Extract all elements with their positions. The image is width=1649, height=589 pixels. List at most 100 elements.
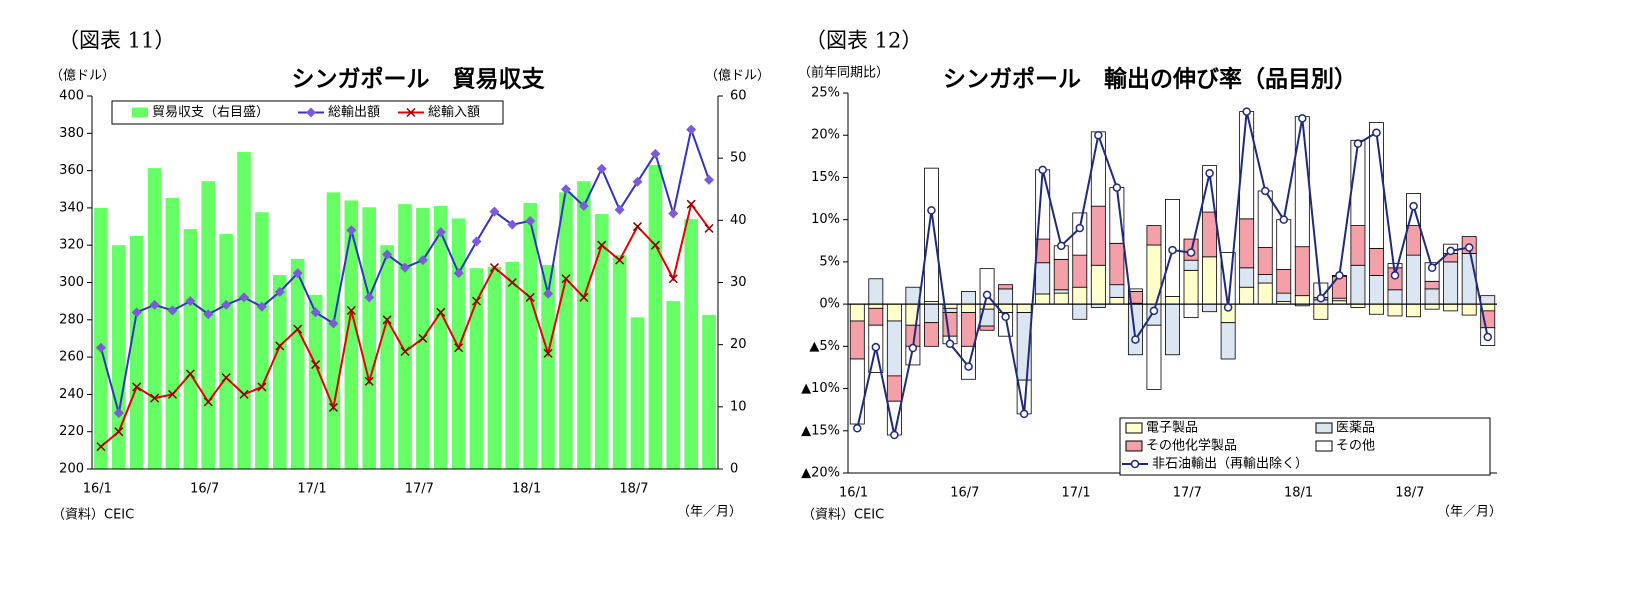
legend-label: 電子製品 <box>1146 421 1198 436</box>
marker <box>704 174 715 185</box>
marker <box>293 324 303 334</box>
marker <box>203 309 214 320</box>
marker <box>1019 409 1029 419</box>
y-tick-label: 400 <box>59 89 84 104</box>
bar-segment <box>1053 258 1069 291</box>
bar-segment <box>1016 303 1032 313</box>
y-axis-label: （億ドル） <box>50 68 115 84</box>
bar-segment <box>1183 303 1199 319</box>
marker <box>1038 165 1047 175</box>
bar-segment <box>1443 303 1459 312</box>
marker <box>964 362 973 371</box>
bar-segment <box>1387 303 1403 317</box>
marker <box>1427 263 1437 273</box>
marker <box>364 292 375 303</box>
marker <box>275 341 285 351</box>
y2-tick-label: 50 <box>730 151 747 166</box>
bar-segment <box>1424 288 1440 305</box>
bar-segment <box>1294 246 1310 297</box>
marker <box>114 427 124 437</box>
marker <box>853 423 862 433</box>
y-tick-label: 240 <box>59 387 84 402</box>
bar-segment <box>998 288 1014 305</box>
bar-segment <box>849 320 865 360</box>
bar <box>94 207 108 469</box>
y2-tick-label: 40 <box>730 213 747 228</box>
bar-segment <box>868 307 884 326</box>
figure-label: （図表 12） <box>805 29 922 53</box>
figure-label: （図表 11） <box>58 29 175 53</box>
y-tick-label: 300 <box>59 275 84 290</box>
marker <box>364 376 374 386</box>
bar-segment <box>886 375 902 402</box>
marker <box>1316 293 1326 303</box>
bar-segment <box>868 303 884 309</box>
marker <box>1001 312 1010 322</box>
marker <box>274 286 285 297</box>
y-tick-label: ▲20% <box>801 466 840 481</box>
x-unit: （年／月） <box>1437 505 1502 520</box>
marker <box>489 206 500 217</box>
marker <box>435 227 446 238</box>
legend-label: 総輸入額 <box>428 105 480 120</box>
marker <box>632 222 643 232</box>
bar <box>308 294 323 469</box>
bar <box>541 265 555 469</box>
x-tick-label: 16/7 <box>950 486 979 501</box>
marker <box>543 288 554 299</box>
bar-segment <box>1294 295 1310 305</box>
marker <box>1335 271 1344 280</box>
marker <box>650 240 660 250</box>
y-tick-label: 25% <box>811 86 840 101</box>
bar <box>326 192 341 469</box>
bar-segment <box>1294 116 1310 248</box>
marker <box>596 163 607 174</box>
marker <box>328 318 339 329</box>
marker <box>472 296 482 306</box>
bar-segment <box>1350 225 1366 266</box>
marker <box>436 307 446 317</box>
x-tick-label: 16/1 <box>83 482 112 497</box>
bar-segment <box>1424 303 1440 310</box>
marker <box>167 305 178 316</box>
x-tick-label: 17/7 <box>1173 486 1202 501</box>
marker <box>668 274 678 284</box>
bar <box>165 197 180 469</box>
bar <box>648 165 663 469</box>
bar-segment <box>1424 280 1440 290</box>
bar <box>523 202 537 469</box>
bar-segment <box>1202 211 1218 258</box>
marker <box>1131 335 1140 344</box>
marker <box>132 382 142 392</box>
bar <box>362 207 377 470</box>
bar-segment <box>1369 122 1384 249</box>
y-tick-label: 15% <box>811 170 840 185</box>
y-tick-label: 20% <box>811 128 840 143</box>
legend-label: その他化学製品 <box>1146 438 1237 454</box>
y-tick-label: 260 <box>59 350 84 365</box>
marker <box>1094 130 1103 140</box>
source-note: （資料）CEIC <box>52 508 134 523</box>
legend-swatch <box>1125 440 1143 452</box>
bar <box>201 181 216 469</box>
marker <box>982 290 992 300</box>
marker <box>1056 241 1066 251</box>
marker <box>454 343 464 353</box>
bar-segment <box>1257 274 1273 284</box>
bar <box>630 317 645 469</box>
marker <box>543 348 553 358</box>
marker <box>1409 201 1418 211</box>
bar-segment <box>1276 292 1292 302</box>
y-tick-label: 0% <box>819 297 840 312</box>
bar <box>219 234 233 469</box>
marker <box>650 148 661 159</box>
bar-segment <box>1406 303 1422 318</box>
bar-segment <box>1165 296 1180 305</box>
legend-label: 非石油輸出（再輸出除く） <box>1152 457 1308 472</box>
bar-segment <box>1109 284 1125 298</box>
marker <box>221 373 231 383</box>
bar-segment <box>1406 254 1422 305</box>
marker <box>382 249 393 260</box>
bar-segment <box>886 400 902 436</box>
marker <box>292 268 303 279</box>
